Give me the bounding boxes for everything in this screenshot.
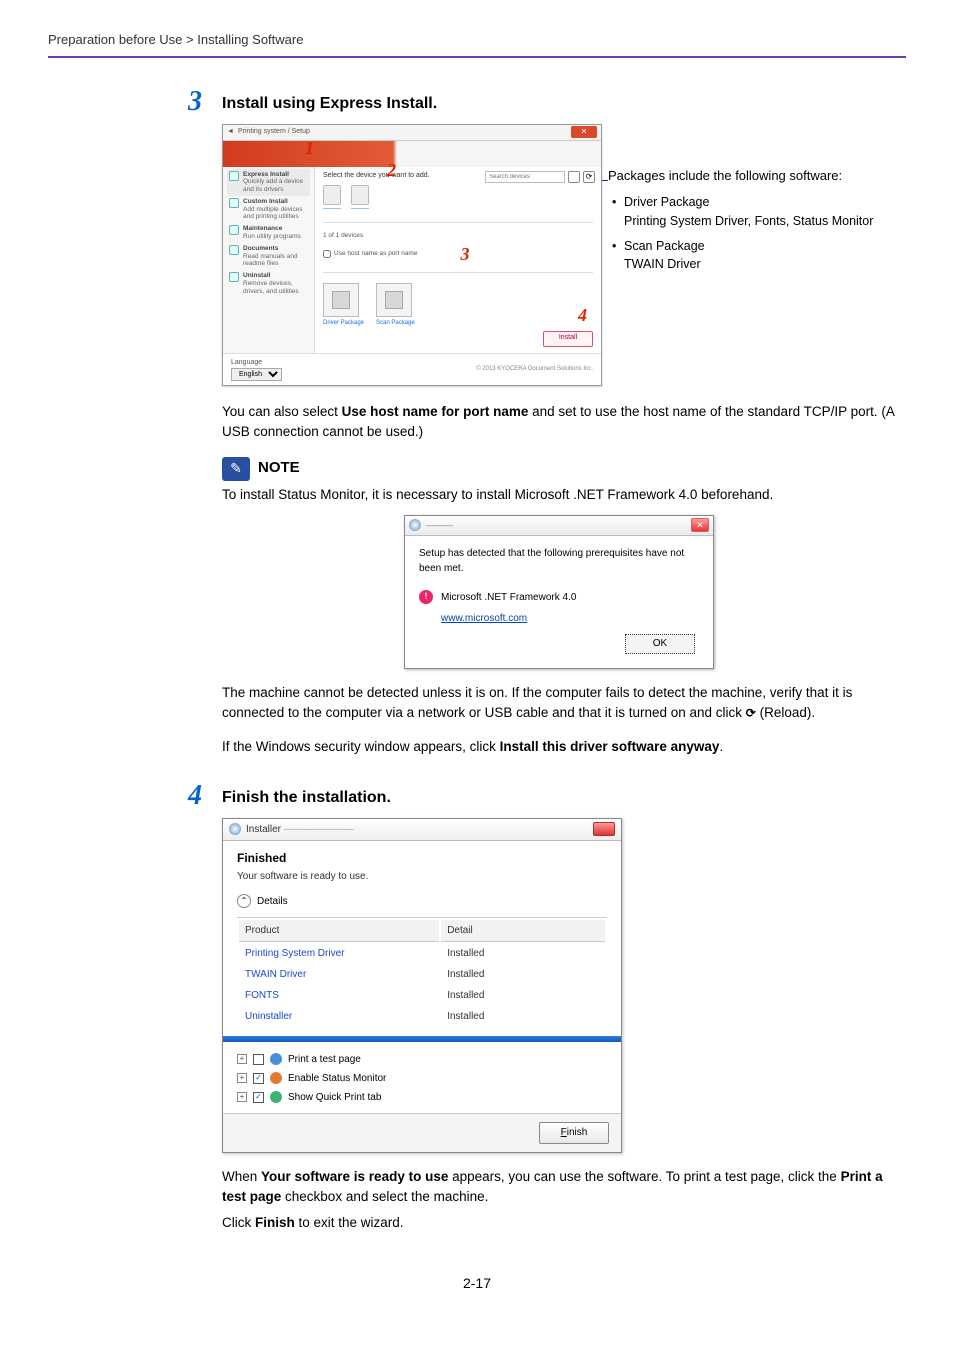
step-title: Finish the installation. <box>222 782 391 810</box>
sidebar-item-documents[interactable]: DocumentsRead manuals and readme files <box>229 245 308 268</box>
devices-count: 1 of 1 devices <box>323 231 593 241</box>
custom-icon <box>229 198 239 208</box>
express-icon <box>229 171 239 181</box>
table-row: FONTSInstalled <box>239 986 605 1005</box>
hostname-label: Use host name as port name <box>334 249 417 259</box>
prerequisite-dialog: ——— ✕ Setup has detected that the follow… <box>404 515 714 669</box>
checkbox-print-test[interactable]: + Print a test page <box>237 1050 607 1069</box>
sidebar-item-custom[interactable]: Custom InstallAdd multiple devices and p… <box>229 198 308 221</box>
note-icon: ✎ <box>222 457 250 481</box>
finished-heading: Finished <box>237 849 607 867</box>
callout-1: 1 <box>305 135 314 162</box>
window-titlebar: ◄ Printing system / Setup ✕ <box>223 125 601 141</box>
finish-button[interactable]: Finish <box>539 1122 609 1144</box>
device-icon[interactable] <box>351 185 369 205</box>
table-row: TWAIN DriverInstalled <box>239 965 605 984</box>
separator <box>223 1036 621 1042</box>
scan-package-label: Scan Package <box>376 319 415 328</box>
note-label: NOTE <box>258 457 300 480</box>
note-header: ✎ NOTE <box>222 457 896 481</box>
packages-intro: Packages include the following software: <box>608 166 896 186</box>
click-finish-paragraph: Click Finish to exit the wizard. <box>222 1213 896 1233</box>
close-button[interactable]: ✕ <box>691 518 709 532</box>
packages-note: Packages include the following software:… <box>608 124 896 281</box>
uninstall-icon <box>229 272 239 282</box>
window-title: Printing system / Setup <box>238 127 310 138</box>
caret-icon: ⌃ <box>237 894 251 908</box>
hostname-paragraph: You can also select Use host name for po… <box>222 402 896 443</box>
details-toggle[interactable]: ⌃ Details <box>237 894 607 909</box>
finished-subtext: Your software is ready to use. <box>237 869 607 884</box>
step-4-header: 4 Finish the installation. <box>188 782 896 810</box>
device-label: ——— <box>323 205 341 214</box>
scan-package-tile[interactable] <box>376 283 412 317</box>
close-button[interactable] <box>593 822 615 836</box>
callout-2: 2 <box>387 157 396 184</box>
close-button[interactable]: ✕ <box>571 126 597 138</box>
printer-icon <box>270 1053 282 1065</box>
driver-package-tile[interactable] <box>323 283 359 317</box>
dialog-title: ——— <box>426 519 453 533</box>
step-title: Install using Express Install. <box>222 88 437 116</box>
security-paragraph: If the Windows security window appears, … <box>222 737 896 757</box>
language-label: Language <box>231 358 282 369</box>
step-3-header: 3 Install using Express Install. <box>188 88 896 116</box>
package-item: Scan Package TWAIN Driver <box>610 237 896 275</box>
driver-package-label: Driver Package <box>323 319 364 328</box>
express-install-window: ◄ Printing system / Setup ✕ 1 Express In… <box>222 124 602 387</box>
table-row: UninstallerInstalled <box>239 1007 605 1026</box>
col-product: Product <box>239 920 439 942</box>
copyright: © 2013 KYOCERA Document Solutions Inc. <box>476 365 593 374</box>
reload-icon: ⟳ <box>746 704 756 722</box>
ready-paragraph: When Your software is ready to use appea… <box>222 1167 896 1208</box>
breadcrumb: Preparation before Use > Installing Soft… <box>48 30 906 50</box>
prereq-item: Microsoft .NET Framework 4.0 <box>441 590 576 605</box>
note-text: To install Status Monitor, it is necessa… <box>222 485 896 505</box>
step-number: 3 <box>188 88 222 116</box>
products-table: Product Detail Printing System DriverIns… <box>237 917 607 1028</box>
monitor-icon <box>270 1072 282 1084</box>
sidebar-item-uninstall[interactable]: UninstallRemove devices, drivers, and ut… <box>229 272 308 295</box>
table-row: Printing System DriverInstalled <box>239 944 605 963</box>
detect-paragraph: The machine cannot be detected unless it… <box>222 683 896 724</box>
prereq-message: Setup has detected that the following pr… <box>419 546 699 576</box>
window-banner: 1 <box>223 141 601 167</box>
callout-3: 3 <box>460 241 469 268</box>
disc-icon <box>409 519 421 531</box>
checkbox-quick-print[interactable]: + ✓ Show Quick Print tab <box>237 1088 607 1107</box>
divider <box>48 56 906 58</box>
disc-icon <box>229 823 241 835</box>
page-number: 2-17 <box>48 1273 906 1294</box>
dialog-title: Installer ——————— <box>246 822 354 837</box>
back-icon[interactable]: ◄ <box>227 127 234 138</box>
reload-button[interactable]: ⟳ <box>583 171 595 183</box>
col-detail: Detail <box>441 920 605 942</box>
callout-4: 4 <box>578 302 587 329</box>
device-label: ——— <box>351 205 369 214</box>
install-button[interactable]: Install <box>543 331 593 347</box>
ok-button[interactable]: OK <box>625 634 695 654</box>
documents-icon <box>229 245 239 255</box>
sidebar-item-maintenance[interactable]: MaintenanceRun utility programs <box>229 225 308 241</box>
search-input[interactable] <box>485 171 565 183</box>
main-panel: 2 Select the device you want to add. ⟳ <box>315 167 601 353</box>
maintenance-icon <box>229 225 239 235</box>
package-item: Driver Package Printing System Driver, F… <box>610 193 896 231</box>
options-icon[interactable] <box>568 171 580 183</box>
sidebar: Express InstallQuickly add a device and … <box>223 167 315 353</box>
step-number: 4 <box>188 782 222 810</box>
checkbox-status-monitor[interactable]: + ✓ Enable Status Monitor <box>237 1069 607 1088</box>
warning-icon: ! <box>419 590 433 604</box>
quickprint-icon <box>270 1091 282 1103</box>
finished-dialog: Installer ——————— Finished Your software… <box>222 818 622 1153</box>
sidebar-item-express[interactable]: Express InstallQuickly add a device and … <box>227 169 310 196</box>
device-icon[interactable] <box>323 185 341 205</box>
hostname-checkbox[interactable] <box>323 250 331 258</box>
language-select[interactable]: English <box>231 368 282 381</box>
microsoft-link[interactable]: www.microsoft.com <box>441 611 699 626</box>
